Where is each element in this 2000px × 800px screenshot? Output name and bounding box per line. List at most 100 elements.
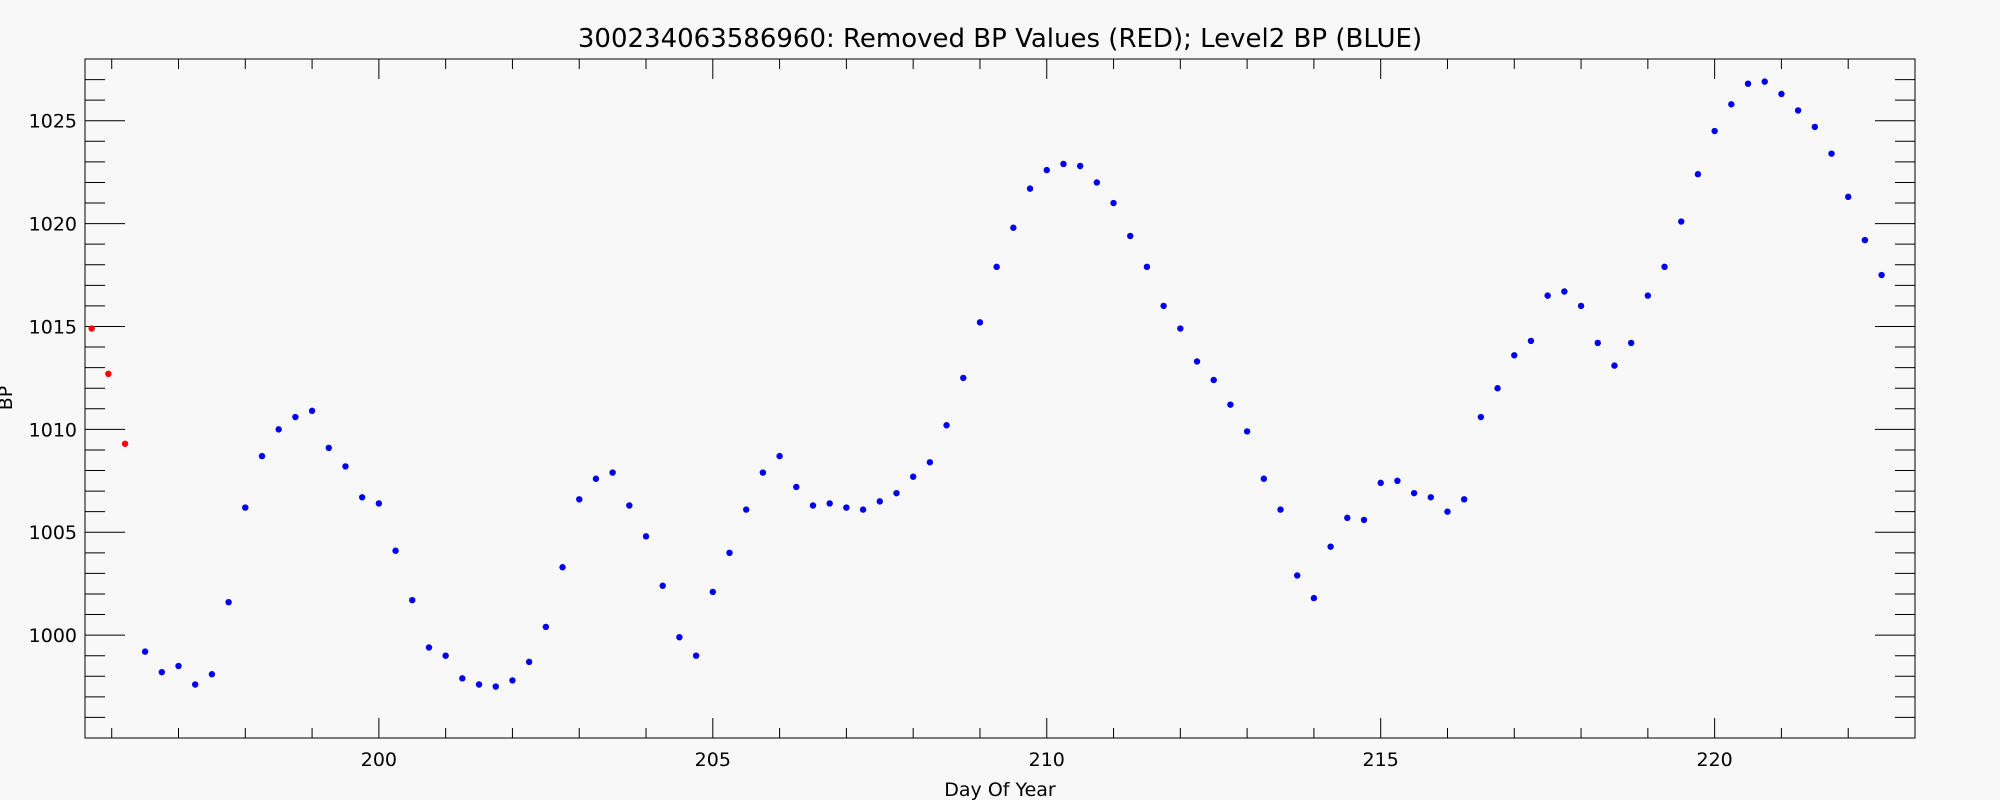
level2-bp-point: [392, 547, 399, 554]
level2-bp-point: [1360, 516, 1368, 524]
level2-bp-point: [926, 459, 934, 466]
level2-bp-point: [1577, 302, 1585, 310]
chart-title: 300234063586960: Removed BP Values (RED)…: [578, 24, 1422, 54]
y-tick-label: 1020: [29, 214, 77, 236]
level2-bp-point: [1744, 80, 1752, 87]
level2-bp-point: [308, 407, 316, 415]
level2-bp-point: [208, 671, 216, 678]
level2-bp-point: [459, 675, 466, 682]
level2-bp-point: [475, 681, 483, 688]
level2-bp-point: [1127, 232, 1134, 240]
level2-bp-point: [743, 506, 750, 513]
level2-bp-point: [1494, 385, 1501, 392]
level2-bp-point: [175, 662, 182, 670]
removed-bp-point: [105, 370, 112, 378]
level2-bp-point: [1477, 413, 1485, 421]
plot-frame: [84, 58, 1916, 739]
level2-bp-point: [1861, 236, 1869, 244]
level2-bp-point: [192, 681, 199, 688]
level2-bp-point: [692, 652, 700, 659]
level2-bp-point: [793, 483, 800, 491]
level2-bp-point: [292, 413, 299, 421]
level2-bp-point: [1410, 489, 1418, 497]
level2-bp-point: [225, 599, 232, 606]
y-tick-label: 1005: [29, 522, 77, 544]
level2-bp-point: [909, 473, 917, 480]
level2-bp-point: [425, 644, 433, 651]
level2-bp-point: [976, 319, 984, 326]
level2-bp-point: [1010, 224, 1017, 231]
level2-bp-point: [726, 549, 733, 557]
level2-bp-point: [1761, 78, 1768, 85]
removed-bp-point: [121, 440, 129, 447]
y-axis-label: BP: [0, 386, 17, 411]
y-tick-label: 1000: [29, 625, 77, 647]
level2-bp-point: [626, 502, 633, 509]
level2-bp-point: [509, 677, 516, 684]
x-tick-label: 220: [1697, 749, 1733, 771]
level2-bp-point: [993, 263, 1000, 271]
level2-bp-point: [1310, 594, 1318, 602]
level2-bp-point: [559, 564, 566, 571]
level2-bp-point: [1026, 185, 1034, 192]
level2-bp-point: [1678, 218, 1685, 225]
x-tick-label: 200: [361, 749, 397, 771]
level2-bp-point: [141, 648, 149, 655]
removed-bp-point: [88, 325, 95, 332]
level2-bp-point: [275, 426, 282, 433]
level2-bp-point: [843, 504, 850, 511]
level2-bp-point: [358, 494, 366, 501]
level2-bp-point: [1460, 496, 1468, 503]
x-tick-label: 215: [1363, 749, 1399, 771]
level2-bp-point: [1394, 477, 1401, 485]
data-points: [88, 78, 1885, 690]
level2-bp-point: [609, 469, 616, 476]
level2-bp-point: [893, 489, 900, 497]
level2-bp-point: [1160, 302, 1167, 310]
level2-bp-point: [1093, 179, 1101, 186]
level2-bp-point: [1377, 479, 1384, 487]
level2-bp-point: [1210, 376, 1217, 384]
level2-bp-point: [158, 668, 166, 676]
level2-bp-point: [659, 582, 666, 589]
y-tick-label: 1010: [29, 419, 77, 441]
level2-bp-point: [1076, 162, 1084, 170]
level2-bp-point: [1193, 358, 1201, 365]
level2-bp-point: [592, 475, 600, 482]
level2-bp-point: [960, 374, 967, 382]
x-tick-label: 205: [695, 749, 731, 771]
level2-bp-point: [709, 588, 717, 596]
level2-bp-point: [258, 452, 266, 460]
level2-bp-point: [1060, 160, 1067, 168]
level2-bp-point: [1878, 271, 1885, 279]
level2-bp-point: [1277, 506, 1284, 513]
level2-bp-point: [1427, 494, 1434, 501]
level2-bp-point: [1661, 263, 1668, 271]
level2-bp-point: [342, 463, 349, 470]
level2-bp-point: [943, 422, 950, 429]
level2-bp-point: [1527, 337, 1535, 345]
level2-bp-point: [1143, 263, 1151, 271]
level2-bp-point: [576, 496, 583, 503]
level2-bp-point: [1544, 292, 1551, 299]
level2-bp-point: [859, 506, 867, 513]
level2-bp-point: [1110, 199, 1117, 207]
axis-ticks: 200 205 210 215 220 1000 1005 1010 1015 1020 1025: [29, 58, 1916, 771]
level2-bp-point: [1177, 325, 1184, 332]
level2-bp-point: [809, 502, 817, 509]
level2-bp-point: [325, 444, 332, 452]
level2-bp-point: [1511, 352, 1518, 359]
level2-bp-point: [1227, 401, 1234, 408]
level2-bp-point: [642, 533, 650, 540]
level2-bp-point: [1811, 123, 1819, 131]
level2-bp-point: [442, 652, 449, 659]
level2-bp-point: [375, 500, 383, 507]
level2-bp-point: [1444, 508, 1451, 515]
level2-bp-point: [1594, 339, 1601, 347]
level2-bp-point: [876, 498, 883, 505]
level2-bp-point: [1694, 171, 1702, 178]
level2-bp-point: [1260, 475, 1268, 482]
x-tick-label: 210: [1029, 749, 1065, 771]
level2-bp-point: [1778, 90, 1785, 98]
y-tick-label: 1015: [29, 316, 77, 338]
